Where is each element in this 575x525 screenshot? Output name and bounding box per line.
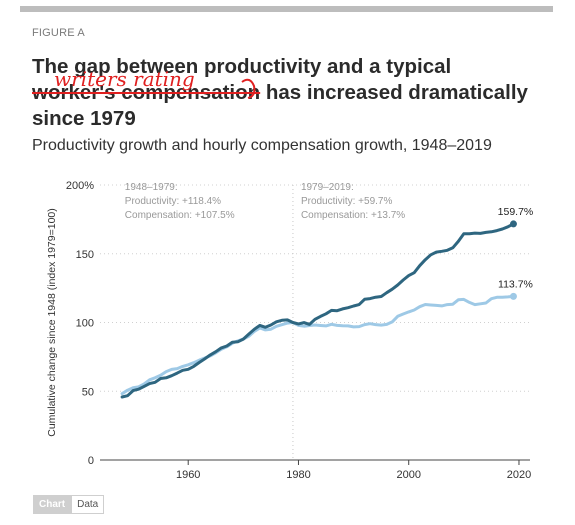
tab-data[interactable]: Data xyxy=(71,495,105,514)
period-note-late-line: 1979–2019: xyxy=(301,182,354,193)
period-note-early-line: 1948–1979: xyxy=(125,182,178,193)
y-tick-label: 200% xyxy=(66,180,94,192)
notes-layer: 1948–1979: Productivity: +118.4% Compensat… xyxy=(125,182,405,221)
series-end-label-compensation: 113.7% xyxy=(498,278,533,290)
line-chart: 0 50 100 150 200% 1960 1980 2000 2020 Cumulative … xyxy=(46,180,534,481)
y-tick-label: 150 xyxy=(76,249,94,261)
axis-layer: 0 50 100 150 200% 1960 1980 2000 2020 Cumulative … xyxy=(46,180,531,481)
handwritten-annotation: writers rating xyxy=(54,67,256,99)
x-tick-label: 1980 xyxy=(286,469,310,481)
x-tick-label: 2020 xyxy=(507,469,531,481)
title-struck-text: worker's compensation xyxy=(32,81,261,104)
y-tick-label: 100 xyxy=(76,318,94,330)
title-part1: The gap between productivity and a typic… xyxy=(32,55,452,78)
top-rule xyxy=(20,6,553,12)
handwritten-note: writers rating xyxy=(54,67,195,91)
series-layer: 159.7% 113.7% xyxy=(120,206,534,399)
x-tick-label: 1960 xyxy=(176,469,200,481)
title-part2: has increased dramatically since 1979 xyxy=(32,81,528,130)
y-axis-title: Cumulative change since 1948 (index 1979… xyxy=(46,208,58,437)
y-tick-label: 0 xyxy=(88,455,94,467)
period-note-early-line: Compensation: +107.5% xyxy=(125,210,235,221)
view-tabs: Chart Data xyxy=(33,495,105,514)
figure-label: FIGURE A xyxy=(32,27,85,39)
handwriting-loop xyxy=(241,78,256,99)
series-line-compensation xyxy=(120,294,515,396)
period-note-early-line: Productivity: +118.4% xyxy=(125,196,221,207)
series-end-marker-productivity xyxy=(509,220,517,228)
series-end-marker-compensation xyxy=(509,292,517,300)
tab-chart[interactable]: Chart xyxy=(33,495,72,514)
period-note-late-line: Productivity: +59.7% xyxy=(301,196,393,207)
grid-layer xyxy=(100,184,530,460)
x-tick-label: 2000 xyxy=(396,469,420,481)
figure-title: The gap between productivity and a typic… xyxy=(32,54,552,132)
series-line-productivity xyxy=(120,222,515,399)
series-end-label-productivity: 159.7% xyxy=(498,206,534,218)
y-tick-label: 50 xyxy=(82,386,94,398)
figure-subtitle: Productivity growth and hourly compensat… xyxy=(32,137,492,154)
period-note-late-line: Compensation: +13.7% xyxy=(301,210,405,221)
